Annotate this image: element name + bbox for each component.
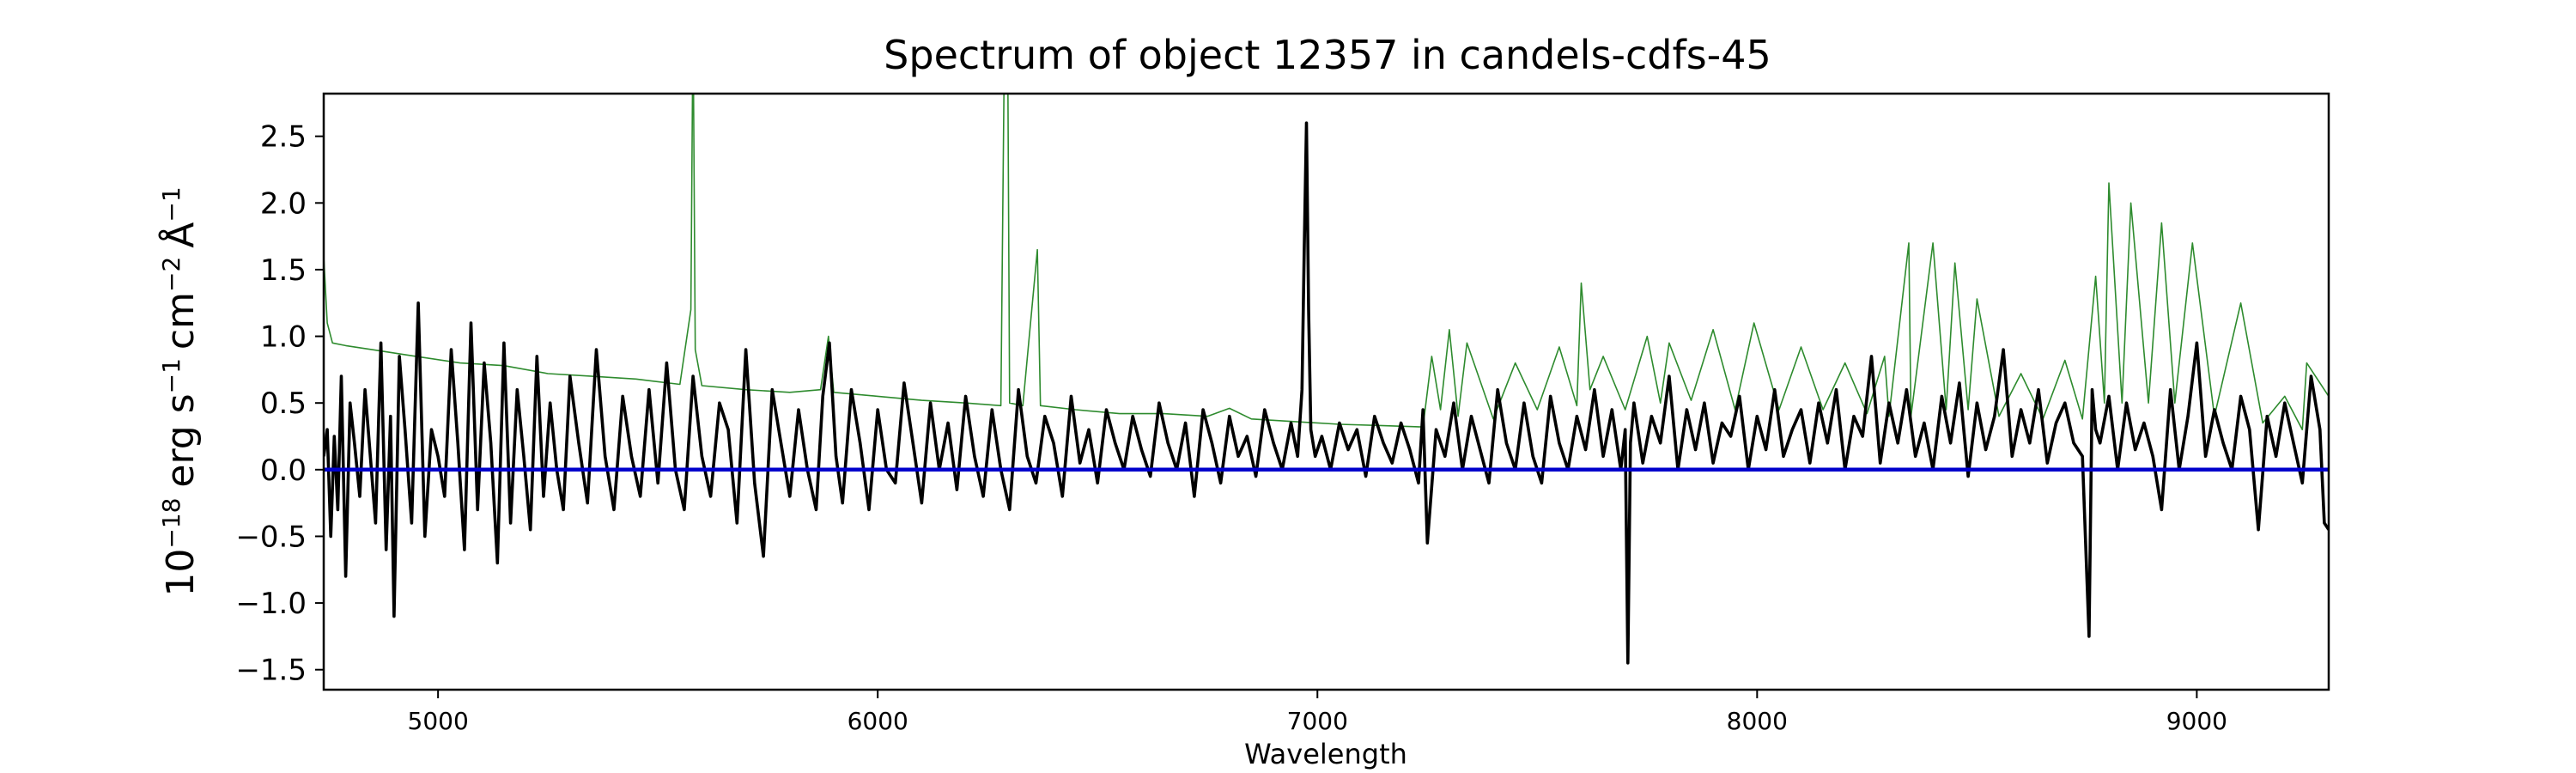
y-label-scale-exp: −18 (157, 498, 185, 549)
x-axis-label: Wavelength (1244, 738, 1407, 770)
plot-frame (322, 92, 2330, 691)
x-tick-label: 7000 (1287, 707, 1348, 735)
y-tick-label: −0.5 (235, 520, 307, 554)
y-tick-label: 2.5 (260, 120, 307, 155)
y-tick-label: −1.0 (235, 587, 307, 621)
x-tick-label: 6000 (848, 707, 908, 735)
y-tick-label: 1.0 (260, 320, 307, 355)
x-tick-label: 5000 (408, 707, 469, 735)
y-label-cm: cm (159, 292, 203, 350)
series-layer (324, 94, 2329, 665)
y-axis-label: 10−18erg s−1cm−2Å−1 (157, 186, 204, 596)
y-tick-label: 2.0 (260, 186, 307, 221)
x-tick-label: 8000 (1727, 707, 1788, 735)
x-axis: 5000 6000 7000 8000 9000 (408, 690, 2227, 735)
y-label-s-exp: −1 (157, 358, 185, 393)
y-label-erg: erg s (159, 393, 203, 487)
y-label-angstrom-exp: −1 (157, 186, 185, 222)
chart-title: Spectrum of object 12357 in candels-cdfs… (884, 32, 1771, 78)
y-label-angstrom: Å (157, 222, 203, 248)
flux-series-line (324, 121, 2329, 665)
y-tick-label: 1.5 (260, 253, 307, 288)
y-axis: −1.5 −1.0 −0.5 0.0 0.5 1.0 1.5 2.0 2.5 (235, 120, 324, 688)
y-label-scale-base: 10 (159, 549, 203, 597)
x-tick-label: 9000 (2166, 707, 2227, 735)
y-tick-label: 0.5 (260, 386, 307, 421)
y-label-cm-exp: −2 (157, 257, 185, 292)
y-tick-label: 0.0 (260, 453, 307, 488)
y-tick-label: −1.5 (235, 654, 307, 688)
error-series-line (324, 94, 2329, 430)
